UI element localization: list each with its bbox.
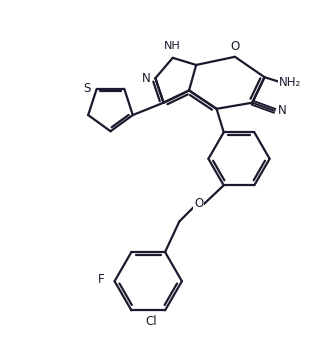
Text: S: S xyxy=(83,82,90,95)
Text: F: F xyxy=(98,273,105,286)
Text: N: N xyxy=(142,72,151,85)
Text: O: O xyxy=(194,197,203,210)
Text: Cl: Cl xyxy=(145,315,157,328)
Text: NH₂: NH₂ xyxy=(279,76,301,89)
Text: NH: NH xyxy=(164,41,181,51)
Text: O: O xyxy=(230,40,240,53)
Text: N: N xyxy=(277,104,286,117)
